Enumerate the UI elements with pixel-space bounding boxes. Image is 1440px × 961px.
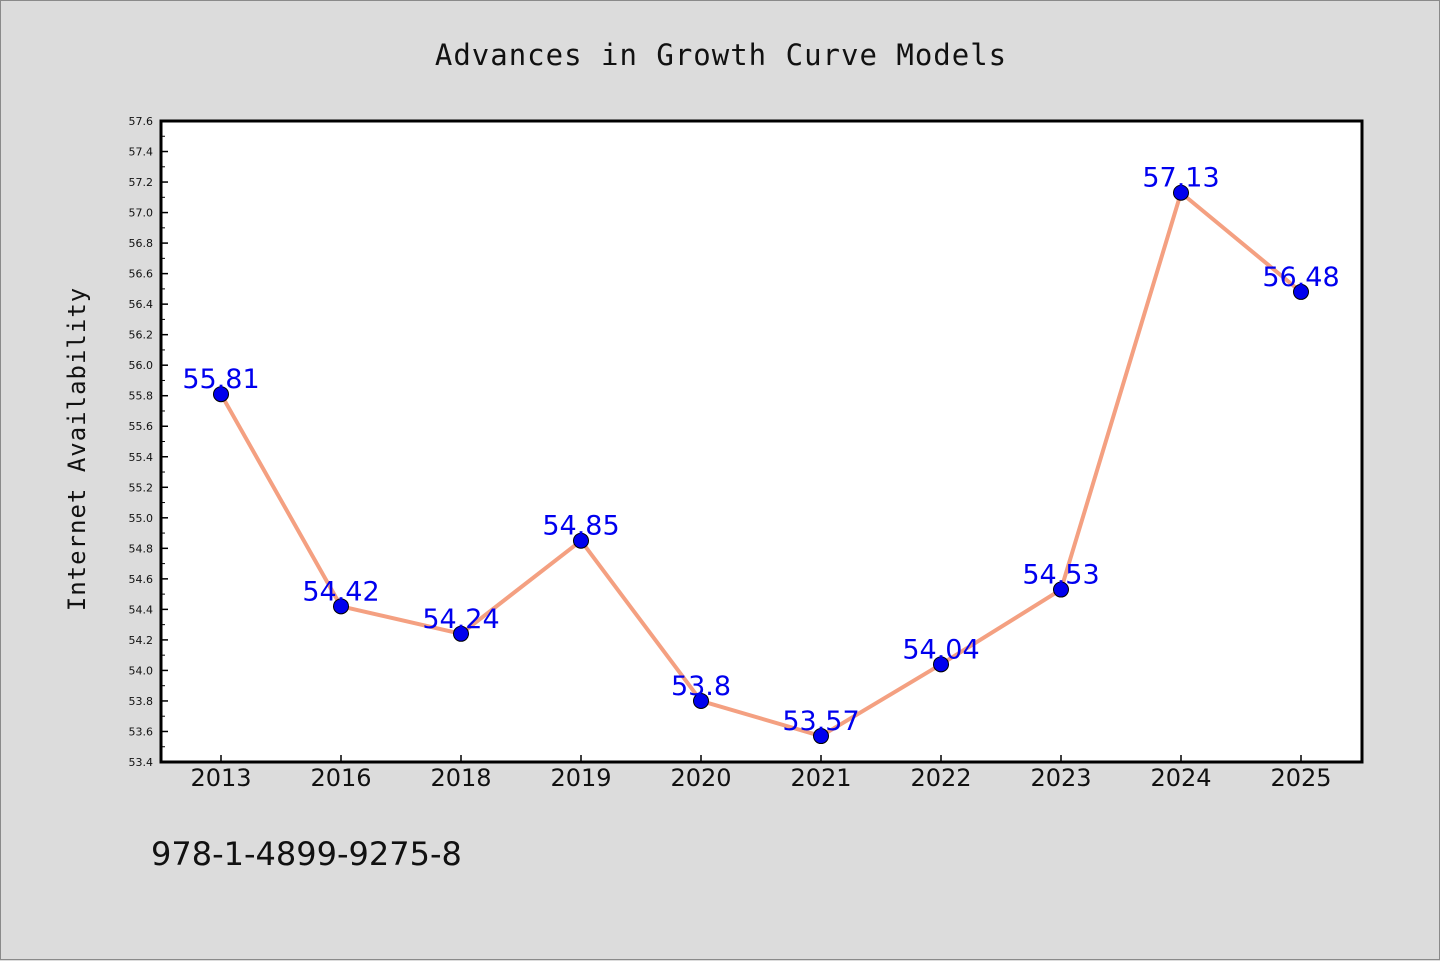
x-tick-label: 2016	[310, 764, 371, 792]
data-point	[213, 386, 229, 403]
data-label: 55.81	[182, 364, 259, 395]
y-tick-label: 56.6	[129, 268, 154, 281]
y-tick-label: 54.4	[129, 603, 154, 616]
x-tick-label: 2022	[910, 764, 971, 792]
y-tick-label: 54.0	[129, 664, 154, 677]
data-label: 54.24	[422, 604, 499, 635]
data-label: 53.57	[782, 706, 859, 737]
data-label: 54.42	[302, 576, 379, 607]
data-label: 54.04	[902, 634, 979, 665]
isbn-annotation: 978-1-4899-9275-8	[151, 835, 462, 873]
y-axis-label: Internet Availability	[63, 287, 91, 611]
y-tick-label: 55.6	[129, 420, 154, 433]
y-tick-label: 55.8	[129, 390, 154, 403]
data-point	[1293, 283, 1309, 300]
data-label: 54.53	[1022, 560, 1099, 591]
y-tick-label: 56.4	[129, 298, 154, 311]
x-tick-label: 2020	[670, 764, 731, 792]
data-label: 54.85	[542, 511, 619, 542]
x-tick-label: 2021	[790, 764, 851, 792]
data-point	[1173, 184, 1189, 201]
y-tick-label: 57.4	[129, 146, 154, 159]
y-tick-label: 53.8	[129, 695, 154, 708]
x-tick-label: 2019	[550, 764, 611, 792]
y-tick-label: 53.6	[129, 725, 154, 738]
plot-area	[159, 119, 1364, 764]
x-tick-label: 2013	[190, 764, 251, 792]
y-tick-label: 57.6	[129, 115, 154, 128]
data-label: 57.13	[1142, 163, 1219, 194]
chart-title: Advances in Growth Curve Models	[435, 38, 1007, 72]
data-point	[813, 728, 829, 745]
x-tick-label: 2023	[1030, 764, 1091, 792]
x-tick-label: 2018	[430, 764, 491, 792]
y-tick-label: 56.0	[129, 359, 154, 372]
x-tick-label: 2024	[1150, 764, 1211, 792]
data-label: 53.8	[671, 671, 731, 702]
y-tick-label: 55.2	[129, 481, 154, 494]
data-labels-group: 55.81 54.42 54.24 54.85 53.8 53.57 54.04 54.53 5…	[182, 163, 1339, 737]
series-line-group	[213, 184, 1309, 745]
data-point	[933, 656, 949, 673]
y-tick-label: 56.2	[129, 329, 154, 342]
x-tick-label: 2025	[1270, 764, 1331, 792]
y-tick-label: 57.2	[129, 176, 154, 189]
y-tick-label: 54.8	[129, 542, 154, 555]
y-tick-label: 53.4	[129, 756, 154, 769]
y-tick-label: 55.4	[129, 451, 154, 464]
y-tick-label: 54.6	[129, 573, 154, 586]
x-axis: 2013 2016 2018 2019 2020 2021 2022 2023 2024 2025	[190, 755, 1332, 792]
data-point	[1053, 581, 1069, 598]
data-label: 56.48	[1262, 262, 1339, 293]
y-tick-label: 56.8	[129, 237, 154, 250]
y-tick-label: 57.0	[129, 207, 154, 220]
y-tick-label: 54.2	[129, 634, 154, 647]
series-line	[219, 190, 1303, 739]
data-point	[333, 598, 349, 615]
data-point	[693, 692, 709, 709]
y-tick-label: 55.0	[129, 512, 154, 525]
data-point	[573, 532, 589, 549]
y-axis: 53.4 53.6 53.8 54.0 54.2 54.4 54.6 54.8 55.0 55.2…	[129, 115, 168, 769]
data-point	[453, 625, 469, 642]
